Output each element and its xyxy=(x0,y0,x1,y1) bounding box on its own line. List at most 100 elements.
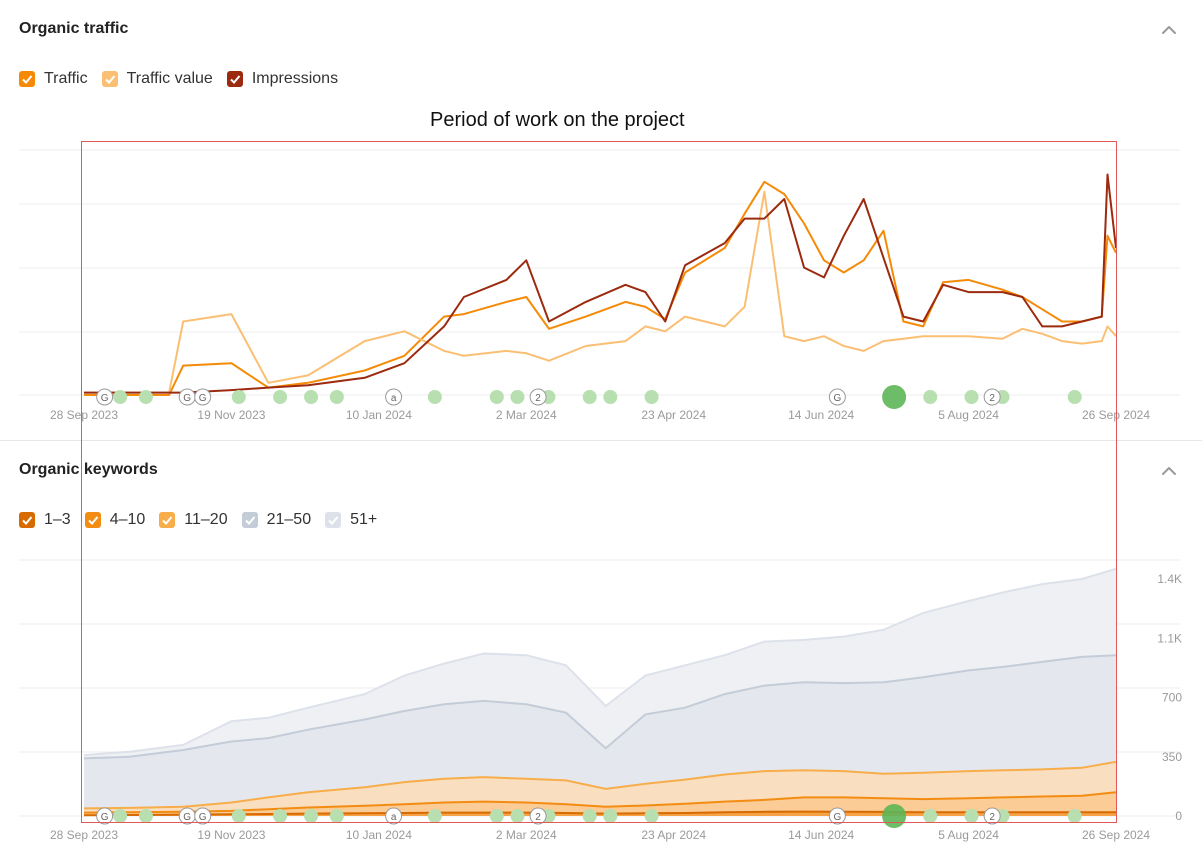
x-tick-label: 23 Apr 2024 xyxy=(641,828,706,842)
period-annotation: Period of work on the project xyxy=(430,109,685,131)
collapse-chevron-icon[interactable] xyxy=(1160,21,1178,39)
event-dot[interactable] xyxy=(489,809,504,823)
marker-badge[interactable] xyxy=(828,388,846,406)
event-dot[interactable] xyxy=(231,390,246,404)
organic-keywords-title: Organic keywords xyxy=(19,461,158,478)
checkbox-icon[interactable] xyxy=(19,512,35,528)
event-dot[interactable] xyxy=(582,809,597,823)
marker-badge[interactable] xyxy=(194,807,212,825)
y-tick-label: 1.1K xyxy=(1157,631,1182,645)
marker-label: G xyxy=(101,812,109,823)
checkbox-icon[interactable] xyxy=(241,512,258,528)
event-dot[interactable] xyxy=(1067,390,1082,404)
event-dot[interactable] xyxy=(304,809,319,823)
event-dot[interactable] xyxy=(1067,809,1082,823)
series-line xyxy=(84,173,1117,394)
checkbox-icon[interactable] xyxy=(226,71,243,87)
x-tick-label: 14 Jun 2024 xyxy=(788,408,854,422)
event-dot[interactable] xyxy=(273,809,288,823)
checkbox-icon[interactable] xyxy=(101,71,118,87)
series-line xyxy=(84,180,1117,396)
marker-label: G xyxy=(101,393,109,404)
event-dot[interactable] xyxy=(231,809,246,823)
marker-label: G xyxy=(199,393,207,404)
event-dot[interactable] xyxy=(603,809,618,823)
marker-label: 2 xyxy=(989,812,995,823)
marker-label: G xyxy=(183,393,191,404)
legend-item-pos-11-20[interactable]: 11–20 xyxy=(159,511,228,529)
event-dot[interactable] xyxy=(113,809,128,823)
event-dot[interactable] xyxy=(138,809,153,823)
y-tick-label: 350 xyxy=(1162,750,1182,764)
marker-badge[interactable] xyxy=(983,388,1001,406)
event-dot[interactable] xyxy=(138,390,153,404)
checkbox-icon[interactable] xyxy=(84,512,101,528)
section-divider xyxy=(0,440,1202,441)
legend-label: Impressions xyxy=(251,70,339,87)
event-dot[interactable] xyxy=(582,390,597,404)
legend-item-pos-1-3[interactable]: 1–3 xyxy=(19,511,71,529)
event-dot[interactable] xyxy=(510,809,525,823)
series-line xyxy=(83,567,1117,757)
event-dot[interactable] xyxy=(644,390,659,404)
legend-label: 51+ xyxy=(350,511,378,528)
marker-label: G xyxy=(833,393,841,404)
legend-item-traffic[interactable]: Traffic xyxy=(19,70,88,88)
marker-badge[interactable] xyxy=(983,807,1001,825)
event-dot[interactable] xyxy=(964,390,979,404)
x-tick-label: 23 Apr 2024 xyxy=(641,408,706,422)
marker-label: 2 xyxy=(989,393,995,404)
event-dot[interactable] xyxy=(882,385,907,409)
event-dot[interactable] xyxy=(923,809,938,823)
legend-item-pos-51-plus[interactable]: 51+ xyxy=(325,511,377,529)
x-tick-label: 5 Aug 2024 xyxy=(938,828,999,842)
event-dot[interactable] xyxy=(427,809,442,823)
event-dot[interactable] xyxy=(304,390,319,404)
marker-label: 2 xyxy=(535,393,541,404)
event-dot[interactable] xyxy=(427,390,442,404)
series-line xyxy=(83,654,1117,760)
x-tick-label: 14 Jun 2024 xyxy=(788,828,854,842)
marker-label: G xyxy=(183,812,191,823)
legend-item-pos-21-50[interactable]: 21–50 xyxy=(241,511,311,529)
traffic-legend: Traffic Traffic value Impressions xyxy=(19,70,352,88)
x-tick-label: 2 Mar 2024 xyxy=(496,828,557,842)
legend-item-pos-4-10[interactable]: 4–10 xyxy=(84,511,145,529)
event-dot[interactable] xyxy=(603,390,618,404)
event-dot[interactable] xyxy=(329,809,344,823)
marker-label: G xyxy=(833,812,841,823)
checkbox-icon[interactable] xyxy=(325,512,342,528)
x-tick-label: 2 Mar 2024 xyxy=(496,408,557,422)
x-tick-label: 19 Nov 2023 xyxy=(197,408,265,422)
legend-label: 1–3 xyxy=(44,511,71,528)
x-tick-label: 5 Aug 2024 xyxy=(938,408,999,422)
collapse-chevron-icon[interactable] xyxy=(1160,462,1178,480)
event-dot[interactable] xyxy=(489,390,504,404)
marker-badge[interactable] xyxy=(828,807,846,825)
marker-badge[interactable] xyxy=(96,388,114,406)
marker-badge[interactable] xyxy=(385,807,403,825)
event-dot[interactable] xyxy=(329,390,344,404)
event-dot[interactable] xyxy=(923,390,938,404)
checkbox-icon[interactable] xyxy=(159,512,176,528)
y-tick-label: 1.4K xyxy=(1157,572,1182,586)
legend-label: Traffic xyxy=(44,70,88,87)
legend-item-traffic-value[interactable]: Traffic value xyxy=(101,70,213,88)
event-dot[interactable] xyxy=(964,809,979,823)
x-tick-label: 28 Sep 2023 xyxy=(50,408,118,422)
event-dot[interactable] xyxy=(273,390,288,404)
marker-label: G xyxy=(199,812,207,823)
marker-badge[interactable] xyxy=(96,807,114,825)
marker-badge[interactable] xyxy=(385,388,403,406)
marker-badge[interactable] xyxy=(194,388,212,406)
series-line xyxy=(83,791,1117,814)
event-dot[interactable] xyxy=(644,809,659,823)
marker-badge[interactable] xyxy=(529,807,547,825)
event-dot[interactable] xyxy=(510,390,525,404)
checkbox-icon[interactable] xyxy=(19,71,35,87)
event-dot[interactable] xyxy=(113,390,128,404)
marker-badge[interactable] xyxy=(529,388,547,406)
event-dot[interactable] xyxy=(882,804,907,828)
legend-item-impressions[interactable]: Impressions xyxy=(226,70,339,88)
